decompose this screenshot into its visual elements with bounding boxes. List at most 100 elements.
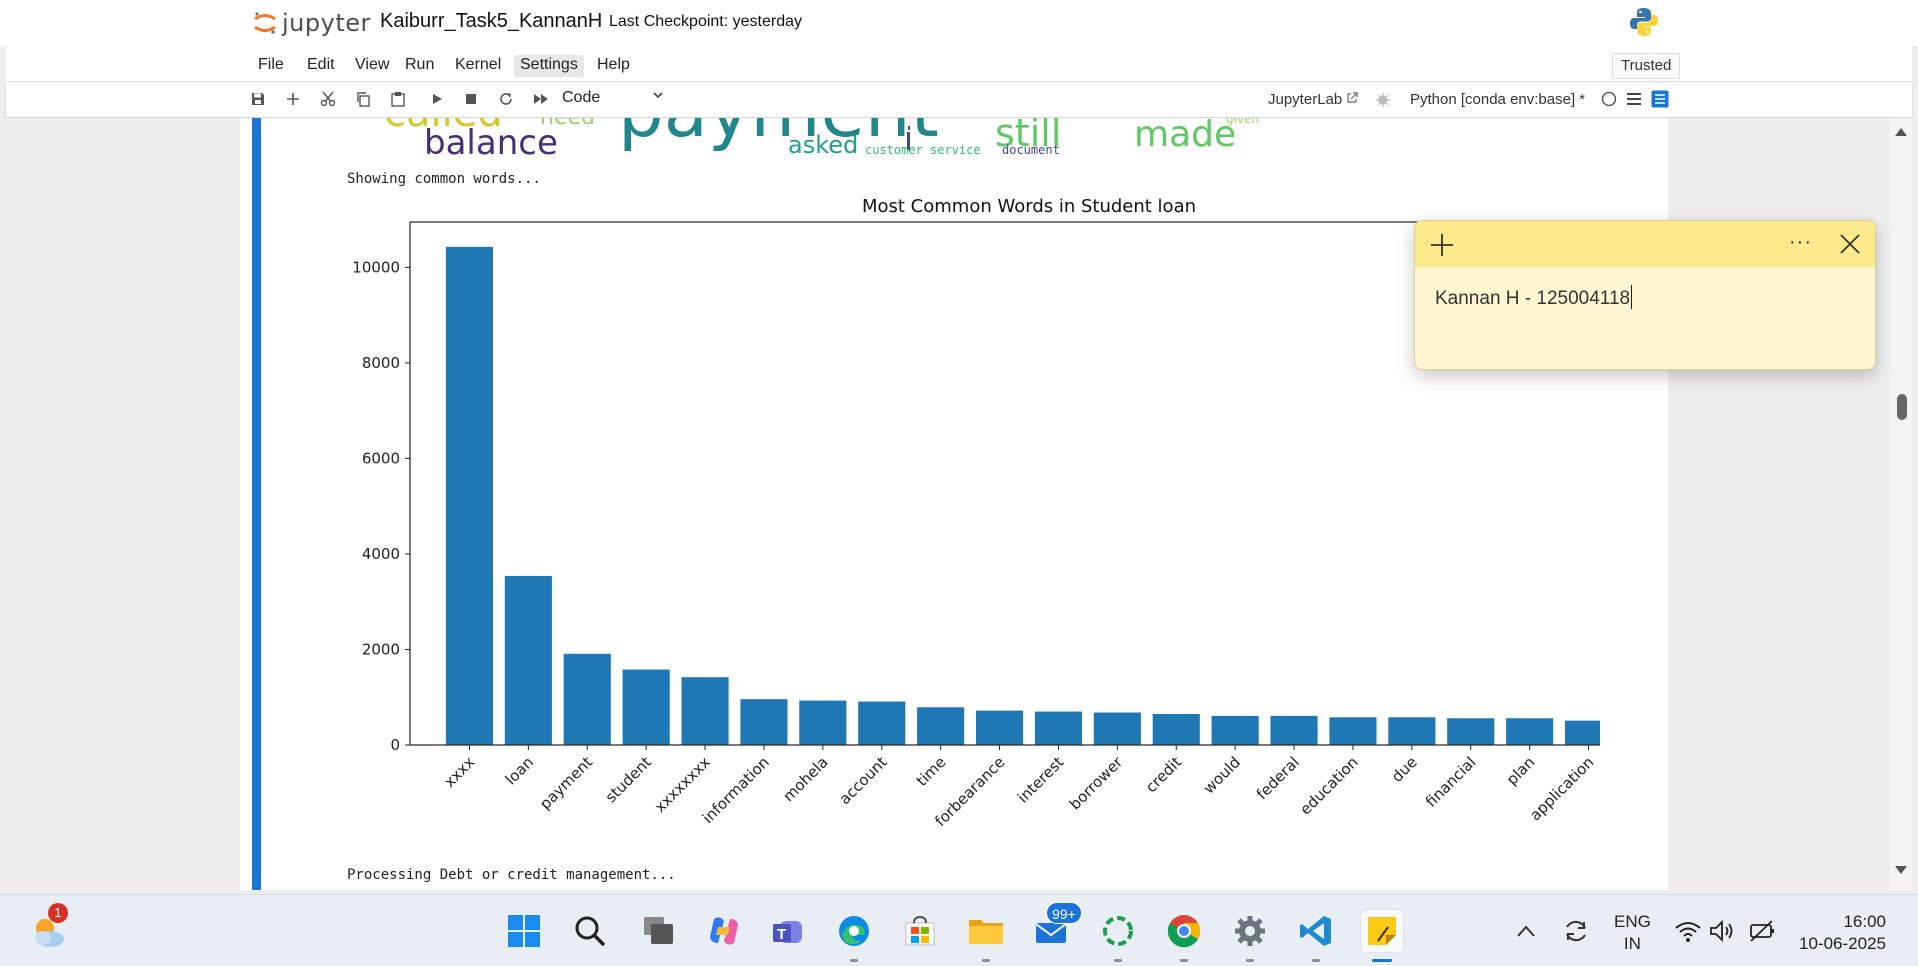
system-clock[interactable]: 16:00 10-06-2025 <box>1790 911 1886 955</box>
x-tick-label: financial <box>1422 753 1480 811</box>
y-tick-label: 8000 <box>362 354 400 372</box>
menu-settings[interactable]: Settings <box>514 55 584 77</box>
wifi-icon[interactable] <box>1668 909 1708 953</box>
menu-edit[interactable]: Edit <box>307 56 335 73</box>
teams-icon[interactable]: T <box>766 909 810 953</box>
app-green-circle-icon[interactable] <box>1096 909 1140 953</box>
x-tick-label: loan <box>502 753 537 788</box>
menu-kernel[interactable]: Kernel <box>455 56 502 73</box>
vertical-scrollbar[interactable] <box>1890 118 1912 890</box>
python-logo-icon <box>1628 6 1660 38</box>
start-icon[interactable] <box>502 909 546 953</box>
bar <box>1388 717 1436 745</box>
menu-view[interactable]: View <box>355 56 390 73</box>
x-tick-label: student <box>602 753 655 806</box>
list-menu-icon[interactable] <box>1623 88 1645 110</box>
input-language-indicator[interactable]: ENG IN <box>1614 911 1651 955</box>
cut-icon[interactable] <box>317 88 339 110</box>
edge-icon[interactable] <box>832 909 876 953</box>
bar <box>740 699 788 745</box>
scroll-up-arrow-icon[interactable] <box>1895 128 1907 136</box>
sync-icon[interactable] <box>1556 909 1596 953</box>
chart-title: Most Common Words in Student loan <box>862 196 1196 217</box>
chevron-down-icon <box>652 89 664 104</box>
cell-type-select[interactable]: Code <box>562 89 666 111</box>
x-tick-label: plan <box>1503 753 1539 789</box>
edge-running-indicator <box>850 959 858 962</box>
cell-type-value: Code <box>562 89 601 106</box>
stop-kernel-icon[interactable] <box>460 88 482 110</box>
chrome-icon[interactable] <box>1162 909 1206 953</box>
wordcloud-word: asked <box>788 131 858 159</box>
weather-widget-icon[interactable]: 1 <box>26 903 70 953</box>
file-explorer-icon[interactable] <box>964 909 1008 953</box>
region-code: IN <box>1623 934 1641 953</box>
battery-charging-icon[interactable] <box>1742 909 1782 953</box>
windows-taskbar: 1 T 99+ <box>0 894 1918 966</box>
open-jupyterlab-link[interactable]: JupyterLab <box>1268 91 1358 108</box>
more-options-icon[interactable]: ··· <box>1789 231 1812 253</box>
bar <box>1329 717 1377 745</box>
bar <box>504 575 552 745</box>
jupyter-logo[interactable]: jupyter <box>252 6 371 40</box>
wordcloud-image: called need payment still made given bal… <box>360 118 1300 160</box>
notebook-title[interactable]: Kaiburr_Task5_KannanH <box>380 10 603 32</box>
run-cell-icon[interactable] <box>426 88 448 110</box>
x-tick-label: mohela <box>779 753 831 805</box>
mail-icon[interactable]: 99+ <box>1030 902 1082 953</box>
menu-bar: File Edit View Run Kernel Settings Help … <box>6 46 1912 82</box>
paste-icon[interactable] <box>387 88 409 110</box>
restart-kernel-icon[interactable] <box>495 88 517 110</box>
trusted-indicator[interactable]: Trusted <box>1612 53 1681 79</box>
sticky-notes-icon[interactable] <box>1360 909 1404 953</box>
copy-icon[interactable] <box>352 88 374 110</box>
bar <box>1506 718 1554 745</box>
scroll-down-arrow-icon[interactable] <box>1895 866 1907 874</box>
settings-icon[interactable] <box>1228 909 1272 953</box>
new-note-plus-icon[interactable] <box>1429 232 1455 263</box>
bar <box>1034 711 1083 745</box>
wordcloud-word: made <box>1134 118 1236 155</box>
close-note-icon[interactable] <box>1839 233 1861 260</box>
table-of-contents-icon[interactable] <box>1649 88 1671 110</box>
wordcloud-word: document <box>1002 143 1060 157</box>
x-tick-label: time <box>913 753 950 790</box>
store-icon[interactable] <box>898 909 942 953</box>
x-tick-label: payment <box>536 753 596 813</box>
bar <box>1093 712 1141 745</box>
sticky-note-window[interactable]: ··· Kannan H - 125004118 <box>1414 220 1876 370</box>
text-caret <box>1631 285 1633 309</box>
svg-text:T: T <box>777 926 786 943</box>
jupyter-logo-text: jupyter <box>282 9 371 37</box>
plot-frame <box>409 221 1600 746</box>
bar <box>799 700 847 745</box>
sticky-note-header: ··· <box>1415 221 1875 267</box>
y-tick-label: 0 <box>390 736 400 754</box>
save-icon[interactable] <box>247 88 269 110</box>
menu-run[interactable]: Run <box>405 56 435 73</box>
language-code: ENG <box>1614 912 1651 931</box>
menu-file[interactable]: File <box>258 56 284 73</box>
vscode-icon[interactable] <box>1294 909 1338 953</box>
menu-help[interactable]: Help <box>597 56 630 73</box>
x-tick-label: federal <box>1253 753 1303 803</box>
scroll-thumb[interactable] <box>1897 394 1907 420</box>
show-hidden-icons-chevron-icon[interactable] <box>1504 909 1548 953</box>
add-cell-icon[interactable] <box>282 88 304 110</box>
volume-icon[interactable] <box>1704 909 1740 953</box>
vscode-running-indicator <box>1312 959 1320 962</box>
bar <box>445 246 494 745</box>
kernel-name[interactable]: Python [conda env:base] * <box>1410 91 1586 108</box>
debugger-bug-icon[interactable] <box>1372 89 1394 111</box>
y-tick-label: 10000 <box>352 258 400 276</box>
restart-run-all-icon[interactable] <box>530 88 552 110</box>
wordcloud-word: payment <box>618 118 939 153</box>
copilot-icon[interactable] <box>702 909 746 953</box>
task-view-icon[interactable] <box>636 909 680 953</box>
x-tick-label: borrower <box>1066 753 1127 814</box>
bar <box>622 669 670 745</box>
search-icon[interactable] <box>568 909 612 953</box>
sticky-note-text-area[interactable]: Kannan H - 125004118 <box>1435 285 1633 310</box>
x-tick-label: application <box>1526 753 1597 824</box>
wordcloud-word: customer service <box>865 143 981 157</box>
